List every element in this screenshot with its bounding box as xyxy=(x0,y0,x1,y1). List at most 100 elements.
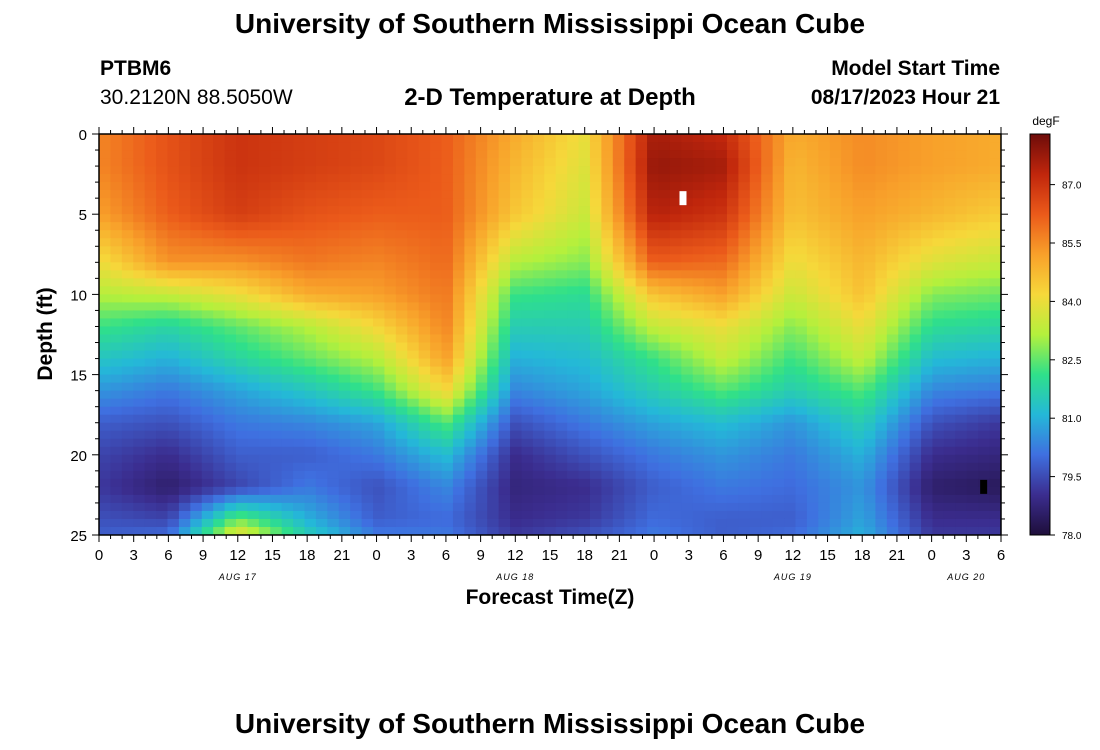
heatmap-cell xyxy=(795,478,808,488)
heatmap-cell xyxy=(384,398,397,408)
heatmap-cell xyxy=(270,142,283,151)
heatmap-cell xyxy=(681,438,694,448)
heatmap-cell xyxy=(373,510,386,520)
heatmap-cell xyxy=(315,462,328,472)
heatmap-cell xyxy=(407,438,420,448)
heatmap-cell xyxy=(852,214,865,223)
heatmap-cell xyxy=(886,158,899,167)
heatmap-cell xyxy=(726,470,739,480)
heatmap-cell xyxy=(772,406,785,416)
heatmap-cell xyxy=(258,214,271,223)
heatmap-cell xyxy=(304,382,317,392)
heatmap-cell xyxy=(544,526,557,535)
heatmap-cell xyxy=(909,414,922,424)
heatmap-cell xyxy=(966,342,979,352)
heatmap-cell xyxy=(121,398,134,408)
heatmap-cell xyxy=(190,238,203,247)
heatmap-cell xyxy=(669,510,682,520)
heatmap-cell xyxy=(201,310,214,320)
heatmap-cell xyxy=(395,174,408,183)
heatmap-cell xyxy=(133,246,146,255)
heatmap-cell xyxy=(144,398,157,408)
heatmap-cell xyxy=(167,406,180,416)
heatmap-cell xyxy=(373,382,386,392)
heatmap-cell xyxy=(932,206,945,215)
heatmap-cell xyxy=(749,222,762,231)
heatmap-cell xyxy=(361,214,374,223)
heatmap-cell xyxy=(647,342,660,352)
heatmap-cell xyxy=(407,358,420,368)
heatmap-cell xyxy=(681,502,694,512)
heatmap-cell xyxy=(418,246,431,255)
heatmap-cell xyxy=(156,350,169,360)
heatmap-cell xyxy=(236,398,249,408)
heatmap-cell xyxy=(110,222,123,231)
heatmap-cell xyxy=(658,342,671,352)
heatmap-cell xyxy=(464,334,477,344)
heatmap-cell xyxy=(932,382,945,392)
heatmap-cell xyxy=(978,502,991,512)
heatmap-cell xyxy=(213,454,226,464)
heatmap-cell xyxy=(863,182,877,191)
heatmap-cell xyxy=(567,334,580,344)
heatmap-cell xyxy=(121,142,134,151)
heatmap-cell xyxy=(669,286,682,295)
heatmap-cell xyxy=(350,198,363,207)
heatmap-cell xyxy=(510,382,523,392)
heatmap-cell xyxy=(315,366,328,376)
heatmap-cell xyxy=(978,358,991,368)
heatmap-cell xyxy=(852,166,865,175)
heatmap-cell xyxy=(772,294,785,304)
heatmap-cell xyxy=(133,182,146,191)
heatmap-cell xyxy=(692,342,705,352)
heatmap-cell xyxy=(624,526,637,535)
heatmap-cell xyxy=(806,406,819,416)
heatmap-cell xyxy=(167,294,180,304)
heatmap-cell xyxy=(658,390,671,400)
heatmap-cell xyxy=(201,238,214,247)
heatmap-cell xyxy=(955,134,968,143)
heatmap-cell xyxy=(338,494,351,504)
heatmap-cell xyxy=(475,478,488,488)
heatmap-cell xyxy=(510,198,523,207)
heatmap-cell xyxy=(190,422,203,432)
heatmap-cell xyxy=(315,246,328,255)
heatmap-cell xyxy=(669,414,682,424)
heatmap-cell xyxy=(647,510,660,520)
heatmap-cell xyxy=(236,302,249,312)
heatmap-cell xyxy=(213,358,226,368)
heatmap-cell xyxy=(121,494,134,504)
heatmap-cell xyxy=(167,246,180,255)
heatmap-cell xyxy=(338,302,351,312)
heatmap-cell xyxy=(692,494,705,504)
heatmap-cell xyxy=(921,334,934,344)
y-tick-label: 10 xyxy=(70,287,87,304)
heatmap-cell xyxy=(669,430,682,440)
heatmap-cell xyxy=(156,422,169,432)
heatmap-cell xyxy=(293,166,306,175)
heatmap-cell xyxy=(178,190,191,199)
heatmap-cell xyxy=(567,358,580,368)
heatmap-cell xyxy=(430,286,443,295)
heatmap-cell xyxy=(521,254,534,263)
heatmap-cell xyxy=(624,142,637,151)
heatmap-cell xyxy=(589,342,602,352)
heatmap-cell xyxy=(966,302,979,312)
heatmap-cell xyxy=(635,246,648,255)
heatmap-cell xyxy=(213,134,226,143)
heatmap-cell xyxy=(578,230,591,239)
heatmap-cell xyxy=(681,510,694,520)
heatmap-cell xyxy=(989,278,1001,287)
heatmap-cell xyxy=(829,358,842,368)
heatmap-cell xyxy=(715,238,728,247)
heatmap-cell xyxy=(567,510,580,520)
heatmap-cell xyxy=(658,366,671,376)
heatmap-cell xyxy=(293,518,306,528)
heatmap-cell xyxy=(236,190,249,199)
heatmap-cell xyxy=(921,182,934,191)
heatmap-cell xyxy=(350,318,363,328)
heatmap-cell xyxy=(133,470,146,480)
heatmap-cell xyxy=(338,486,351,496)
heatmap-cell xyxy=(395,342,408,352)
heatmap-cell xyxy=(201,134,214,143)
